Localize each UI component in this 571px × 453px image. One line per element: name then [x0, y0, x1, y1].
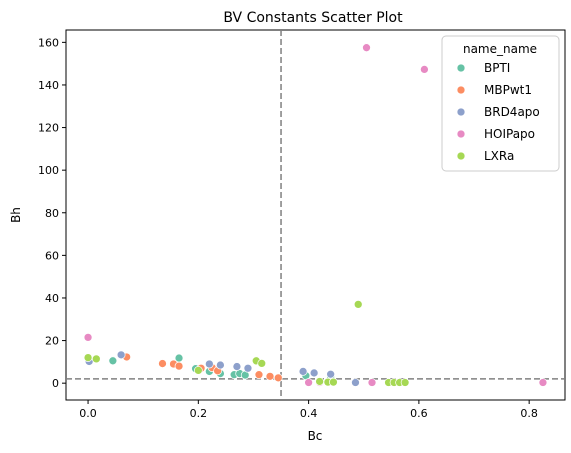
- legend-label-mbpwt1: MBPwt1: [484, 83, 532, 97]
- chart-title: BV Constants Scatter Plot: [223, 10, 403, 26]
- point-lxra: [194, 366, 202, 374]
- point-lxra: [84, 354, 92, 362]
- legend-marker-bpti: [457, 64, 465, 72]
- x-tick-label: 0.2: [190, 407, 208, 420]
- point-mbpwt1: [158, 360, 166, 368]
- y-tick-label: 120: [38, 122, 59, 135]
- point-brd4apo: [233, 363, 241, 371]
- legend-label-bpti: BPTI: [484, 61, 510, 75]
- y-tick-label: 0: [52, 377, 59, 390]
- legend-marker-brd4apo: [457, 108, 465, 116]
- point-mbpwt1: [175, 362, 183, 370]
- point-brd4apo: [351, 379, 359, 387]
- point-hoipapo: [363, 44, 371, 52]
- point-brd4apo: [117, 351, 125, 359]
- y-tick-label: 160: [38, 36, 59, 49]
- x-tick-label: 0.8: [520, 407, 538, 420]
- y-tick-label: 20: [45, 335, 59, 348]
- point-lxra: [92, 355, 100, 363]
- legend-marker-mbpwt1: [457, 86, 465, 94]
- legend-label-hoipapo: HOIPapo: [484, 127, 535, 141]
- point-brd4apo: [244, 364, 252, 372]
- point-hoipapo: [305, 379, 313, 387]
- point-lxra: [401, 379, 409, 387]
- x-tick-label: 0.0: [79, 407, 97, 420]
- point-bpti: [109, 357, 117, 365]
- y-tick-label: 140: [38, 79, 59, 92]
- point-brd4apo: [310, 369, 318, 377]
- point-hoipapo: [368, 379, 376, 387]
- point-mbpwt1: [266, 372, 274, 380]
- x-axis-title: Bc: [308, 429, 323, 443]
- y-tick-label: 40: [45, 292, 59, 305]
- point-lxra: [329, 378, 337, 386]
- y-tick-label: 80: [45, 207, 59, 220]
- point-brd4apo: [216, 361, 224, 369]
- point-lxra: [354, 300, 362, 308]
- legend-label-brd4apo: BRD4apo: [484, 105, 540, 119]
- legend: name_name BPTI MBPwt1 BRD4apo HOIPapo LXRa: [442, 36, 559, 171]
- point-brd4apo: [327, 370, 335, 378]
- point-brd4apo: [299, 367, 307, 375]
- y-tick-label: 60: [45, 249, 59, 262]
- point-mbpwt1: [255, 371, 263, 379]
- legend-title: name_name: [463, 42, 537, 56]
- legend-marker-lxra: [457, 152, 465, 160]
- y-axis-title: Bh: [9, 207, 23, 223]
- point-mbpwt1: [274, 374, 282, 382]
- point-hoipapo: [539, 379, 547, 387]
- legend-marker-hoipapo: [457, 130, 465, 138]
- point-lxra: [258, 359, 266, 367]
- y-tick-label: 100: [38, 164, 59, 177]
- point-brd4apo: [205, 360, 213, 368]
- x-tick-label: 0.6: [410, 407, 428, 420]
- point-lxra: [316, 377, 324, 385]
- legend-label-lxra: LXRa: [484, 149, 514, 163]
- point-hoipapo: [420, 65, 428, 73]
- x-tick-label: 0.4: [300, 407, 318, 420]
- point-hoipapo: [84, 333, 92, 341]
